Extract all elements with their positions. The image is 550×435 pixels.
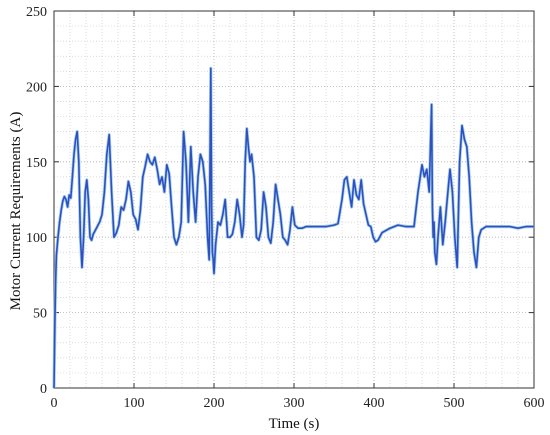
x-tick-label: 300 — [284, 396, 305, 411]
x-axis-label: Time (s) — [269, 416, 320, 432]
x-tick-label: 400 — [364, 396, 385, 411]
series-layer — [52, 66, 534, 389]
y-tick-label: 150 — [26, 156, 47, 171]
y-tick-label: 200 — [26, 80, 47, 95]
x-tick-label: 200 — [204, 396, 225, 411]
y-tick-label: 250 — [26, 5, 47, 20]
x-tick-label: 0 — [51, 396, 58, 411]
series-line — [53, 67, 534, 389]
y-tick-label: 100 — [26, 231, 47, 246]
x-tick-label: 100 — [124, 396, 145, 411]
axis-ticks — [53, 10, 535, 389]
y-tick-label: 0 — [40, 382, 47, 397]
y-axis-label: Motor Current Requirements (A) — [8, 112, 24, 311]
x-tick-label: 600 — [524, 396, 545, 411]
x-tick-label: 500 — [444, 396, 465, 411]
y-tick-label: 50 — [33, 307, 47, 322]
tick-labels: 0 100 200 300 400 500 600 0 50 100 150 200 250 — [26, 5, 545, 411]
